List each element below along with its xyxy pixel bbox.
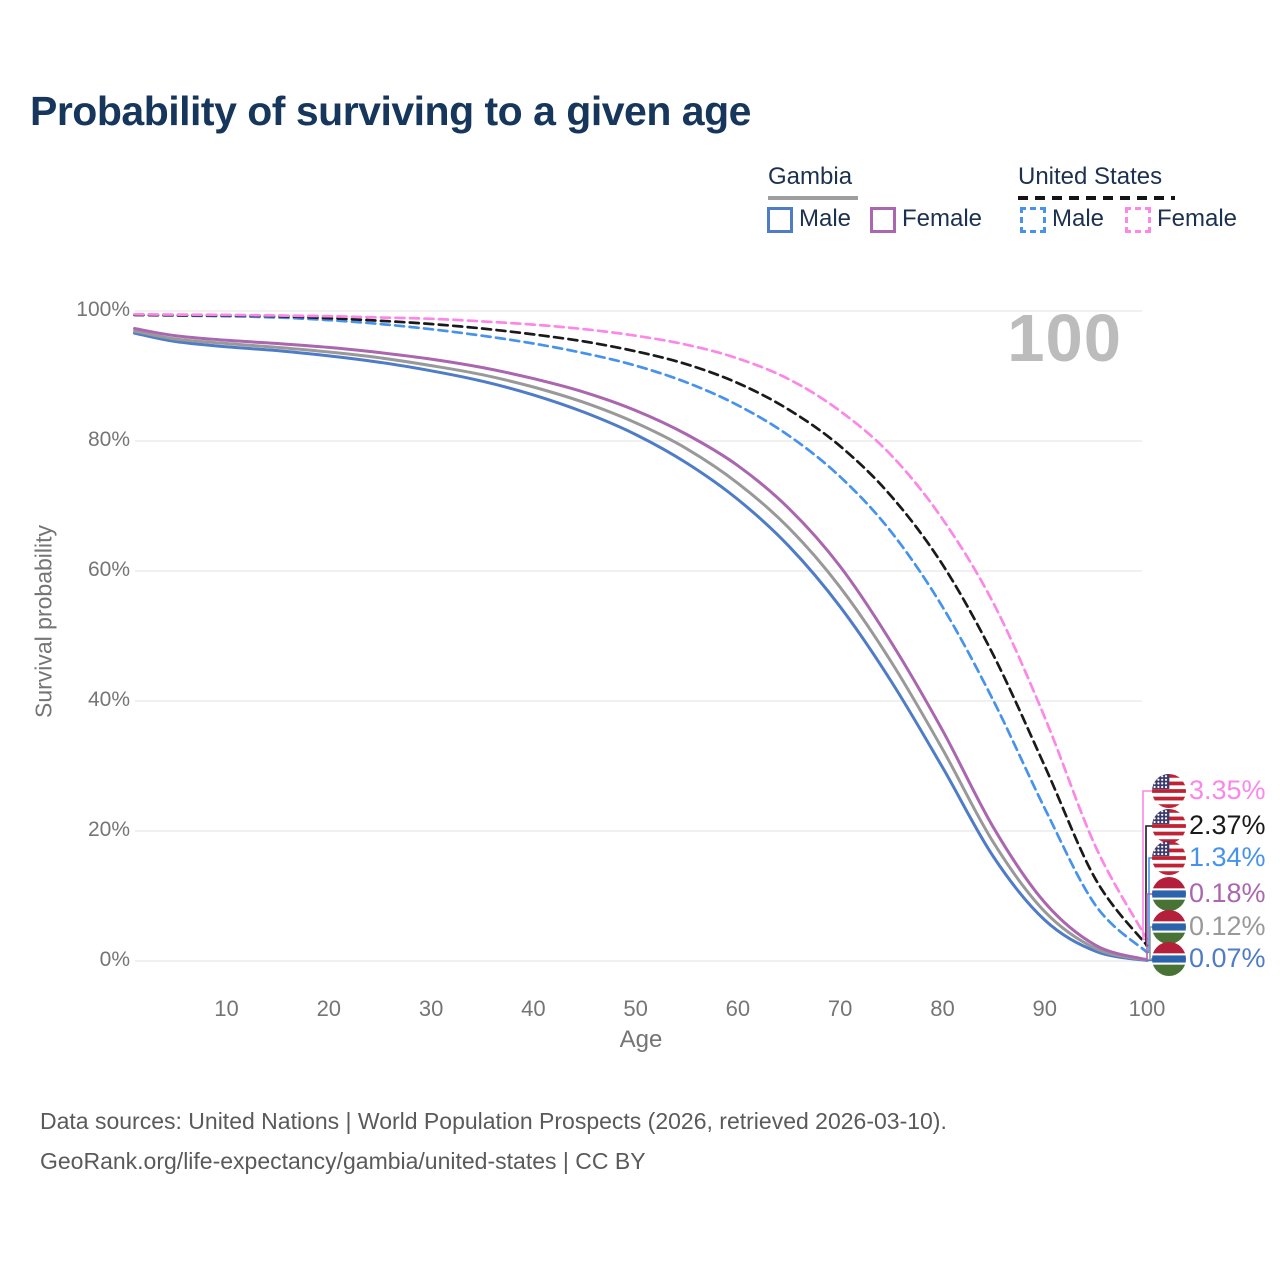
x-tick-label: 40: [521, 996, 546, 1021]
x-tick-label: 60: [725, 996, 751, 1021]
end-label-connector: [1142, 790, 1157, 940]
end-label-gambia-male: 0.07%: [1189, 943, 1266, 973]
legend-gambia-line-sample: [768, 196, 858, 200]
series-lines: [133, 312, 1149, 962]
x-tick-label: 50: [623, 996, 648, 1021]
line-united-states-both[interactable]: [133, 313, 1149, 947]
us-flag-icon: [1152, 809, 1186, 843]
gambia-flag-icon: [1152, 910, 1186, 944]
legend-gambia-male-label: Male: [799, 205, 852, 232]
x-tick-label: 10: [214, 996, 239, 1021]
y-tick-label: 60%: [87, 558, 130, 581]
data-sources-caption: Data sources: United Nations | World Pop…: [40, 1108, 947, 1134]
gridlines: [135, 310, 1142, 962]
page-title: Probability of surviving to a given age: [30, 88, 751, 134]
line-gambia-both[interactable]: [133, 329, 1149, 962]
legend-swatch-gambia-male: [767, 207, 793, 233]
legend-gambia-female-label: Female: [902, 205, 983, 232]
line-united-states-male[interactable]: [133, 313, 1149, 954]
y-tick-label: 100%: [76, 298, 130, 321]
legend-us-male-label: Male: [1052, 205, 1105, 232]
x-tick-label: 90: [1032, 996, 1057, 1021]
y-tick-label: 80%: [87, 428, 130, 451]
line-united-states-female[interactable]: [133, 312, 1149, 941]
highlight-age-watermark: 100: [1007, 301, 1122, 376]
end-label-united-states-female: 3.35%: [1189, 775, 1266, 805]
y-tick-label: 0%: [99, 948, 130, 971]
line-gambia-male[interactable]: [133, 331, 1149, 962]
us-flag-icon: [1152, 774, 1186, 808]
end-label-gambia-both: 0.12%: [1189, 911, 1266, 941]
line-gambia-female[interactable]: [133, 327, 1149, 962]
x-tick-label: 20: [316, 996, 342, 1021]
end-label-gambia-female: 0.18%: [1189, 878, 1266, 908]
x-tick-label: 100: [1128, 996, 1166, 1021]
end-label-united-states-male: 1.34%: [1189, 842, 1266, 872]
gambia-flag-icon: [1152, 877, 1186, 911]
y-tick-label: 20%: [87, 818, 130, 841]
legend-swatch-us-female: [1125, 207, 1151, 233]
x-tick-label: 70: [827, 996, 853, 1021]
gambia-flag-icon: [1152, 942, 1186, 976]
us-flag-icon: [1152, 841, 1186, 875]
legend-swatch-gambia-female: [870, 207, 896, 233]
end-label-united-states-both: 2.37%: [1189, 810, 1266, 840]
legend-united-states-line-sample: [1018, 196, 1175, 200]
legend-united-states-label: United States: [1018, 163, 1163, 190]
end-label-flags: [1152, 774, 1186, 976]
legend-swatch-us-male: [1020, 207, 1046, 233]
legend-us-female-label: Female: [1157, 205, 1238, 232]
x-tick-label: 80: [930, 996, 955, 1021]
x-axis-title: Age: [619, 1026, 663, 1053]
legend-gambia-label: Gambia: [768, 163, 853, 190]
end-label-connector: [1147, 857, 1157, 954]
attribution-caption: GeoRank.org/life-expectancy/gambia/unite…: [40, 1148, 646, 1174]
x-tick-label: 30: [418, 996, 444, 1021]
y-tick-label: 40%: [87, 688, 130, 711]
